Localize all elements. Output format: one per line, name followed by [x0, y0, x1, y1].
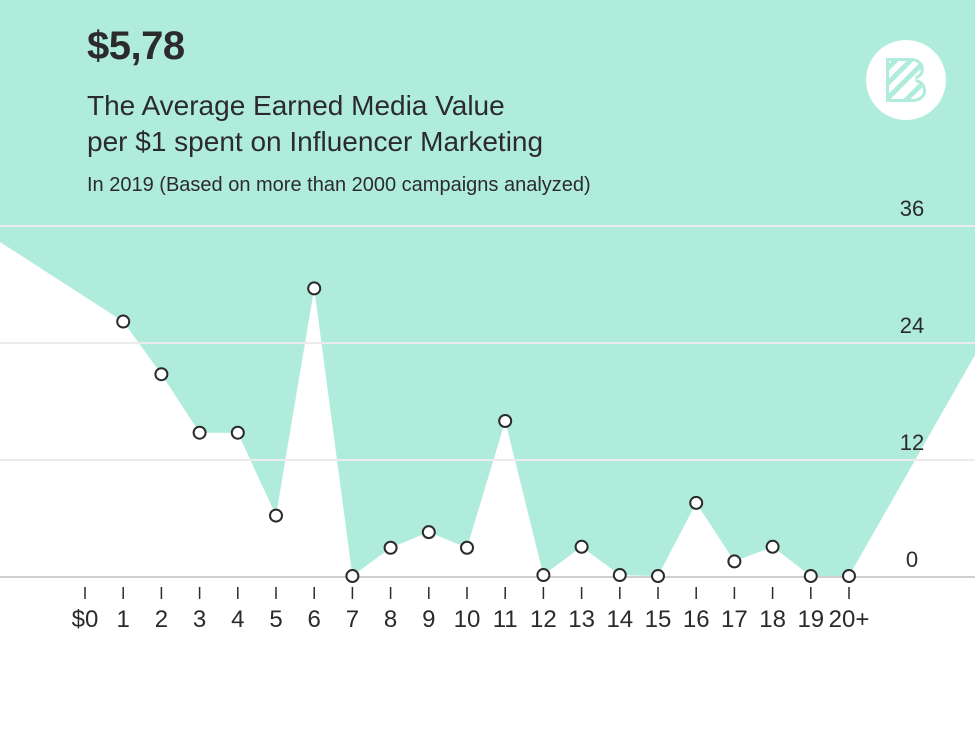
x-tick-label: 20+ [829, 606, 870, 633]
data-point [498, 414, 513, 428]
data-point [421, 525, 436, 540]
x-tick-label: 2 [155, 606, 168, 633]
x-tick-label: 19 [797, 606, 824, 633]
y-tick-label: 24 [900, 313, 924, 338]
data-point [612, 568, 627, 583]
data-point [230, 425, 245, 440]
y-tick-label: 0 [906, 547, 918, 572]
y-tick-label: 36 [900, 196, 924, 221]
data-point [765, 539, 780, 554]
data-point [842, 569, 856, 584]
x-tick-label: 5 [269, 606, 282, 633]
x-tick-label: 15 [645, 606, 672, 633]
chart-note: In 2019 (Based on more than 2000 campaig… [87, 174, 591, 196]
data-point [307, 281, 322, 296]
x-tick-label: 8 [384, 606, 397, 633]
x-tick-label: 1 [117, 606, 130, 633]
x-tick-label: 13 [568, 606, 595, 633]
data-point [651, 569, 665, 584]
data-point [689, 495, 704, 510]
data-point [536, 568, 551, 583]
x-tick-label: 17 [721, 606, 748, 633]
data-point [154, 367, 169, 382]
chart-x-axis: $0 1 2 3 4 5 6 7 8 9 10 11 12 13 14 15 16 17 18 19 20+ [72, 587, 870, 633]
headline-value: $5,78 [87, 24, 185, 68]
x-tick-label: 18 [759, 606, 786, 633]
x-tick-label: 6 [308, 606, 321, 633]
x-tick-label: 4 [231, 606, 244, 633]
subtitle-line-2: per $1 spent on Influencer Marketing [87, 126, 544, 157]
x-tick-label: 7 [346, 606, 359, 633]
data-point [803, 569, 818, 584]
brand-logo-icon [866, 40, 946, 120]
subtitle-line-1: The Average Earned Media Value [87, 90, 505, 121]
data-point [269, 508, 283, 523]
x-tick-label: 16 [683, 606, 710, 633]
chart-points [116, 281, 856, 584]
chart-area-fill [0, 0, 975, 577]
data-point [727, 554, 742, 569]
data-point [116, 314, 131, 329]
x-tick-label: $0 [72, 606, 99, 633]
data-point [460, 540, 474, 555]
x-tick-label: 11 [493, 606, 518, 633]
y-tick-label: 12 [900, 430, 924, 455]
chart-subtitle: The Average Earned Media Value per $1 sp… [87, 88, 647, 160]
x-tick-label: 3 [193, 606, 206, 633]
brand-logo-glyph [886, 58, 927, 102]
x-tick-label: 9 [422, 606, 435, 633]
x-tick-label: 14 [606, 606, 633, 633]
x-tick-label: 12 [530, 606, 557, 633]
data-point [345, 569, 360, 584]
data-point [383, 540, 398, 555]
chart-y-axis: 0 12 24 36 [900, 196, 924, 572]
x-tick-label: 10 [454, 606, 481, 633]
data-point [574, 539, 589, 554]
data-point [192, 425, 207, 440]
